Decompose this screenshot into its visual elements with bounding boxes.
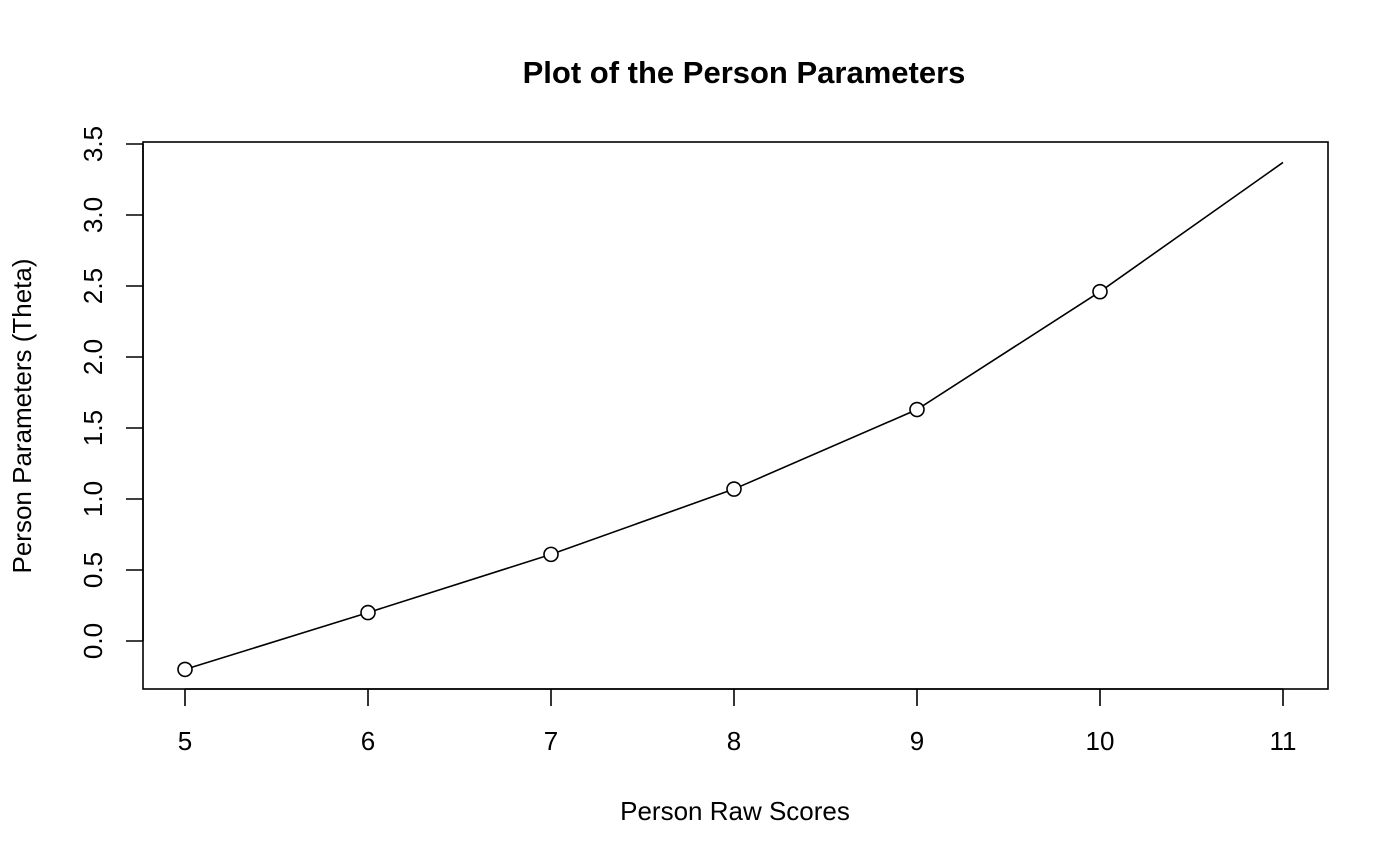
series-points — [177, 283, 1108, 678]
x-tick-label: 9 — [910, 726, 924, 756]
data-point — [177, 661, 193, 678]
data-point — [360, 604, 376, 621]
x-tick-label: 6 — [361, 726, 375, 756]
y-tick-label: 0.5 — [78, 552, 108, 588]
chart-title: Plot of the Person Parameters — [523, 55, 966, 90]
series-line — [184, 161, 1284, 671]
y-tick-label: 2.5 — [78, 268, 108, 304]
x-tick-label: 5 — [178, 726, 192, 756]
x-axis-label: Person Raw Scores — [620, 796, 850, 826]
data-point — [1092, 283, 1108, 300]
y-axis: 0.0 0.5 1.0 1.5 2.0 2.5 3.0 3.5 — [78, 126, 144, 659]
x-tick-label: 8 — [727, 726, 741, 756]
x-tick-label: 10 — [1086, 726, 1115, 756]
y-tick-label: 0.0 — [78, 623, 108, 659]
y-tick-label: 3.0 — [78, 197, 108, 233]
y-tick-label: 3.5 — [78, 126, 108, 162]
y-tick-label: 2.0 — [78, 339, 108, 375]
plot-frame — [142, 141, 1329, 690]
x-axis: 5 6 7 8 9 10 11 — [178, 688, 1297, 756]
y-tick-label: 1.0 — [78, 481, 108, 517]
data-point — [909, 401, 925, 418]
x-tick-label: 7 — [544, 726, 558, 756]
data-point — [726, 481, 742, 497]
x-tick-label: 11 — [1270, 726, 1297, 756]
y-tick-label: 1.5 — [78, 410, 108, 446]
y-axis-label: Person Parameters (Theta) — [7, 258, 37, 573]
data-point — [543, 546, 559, 563]
